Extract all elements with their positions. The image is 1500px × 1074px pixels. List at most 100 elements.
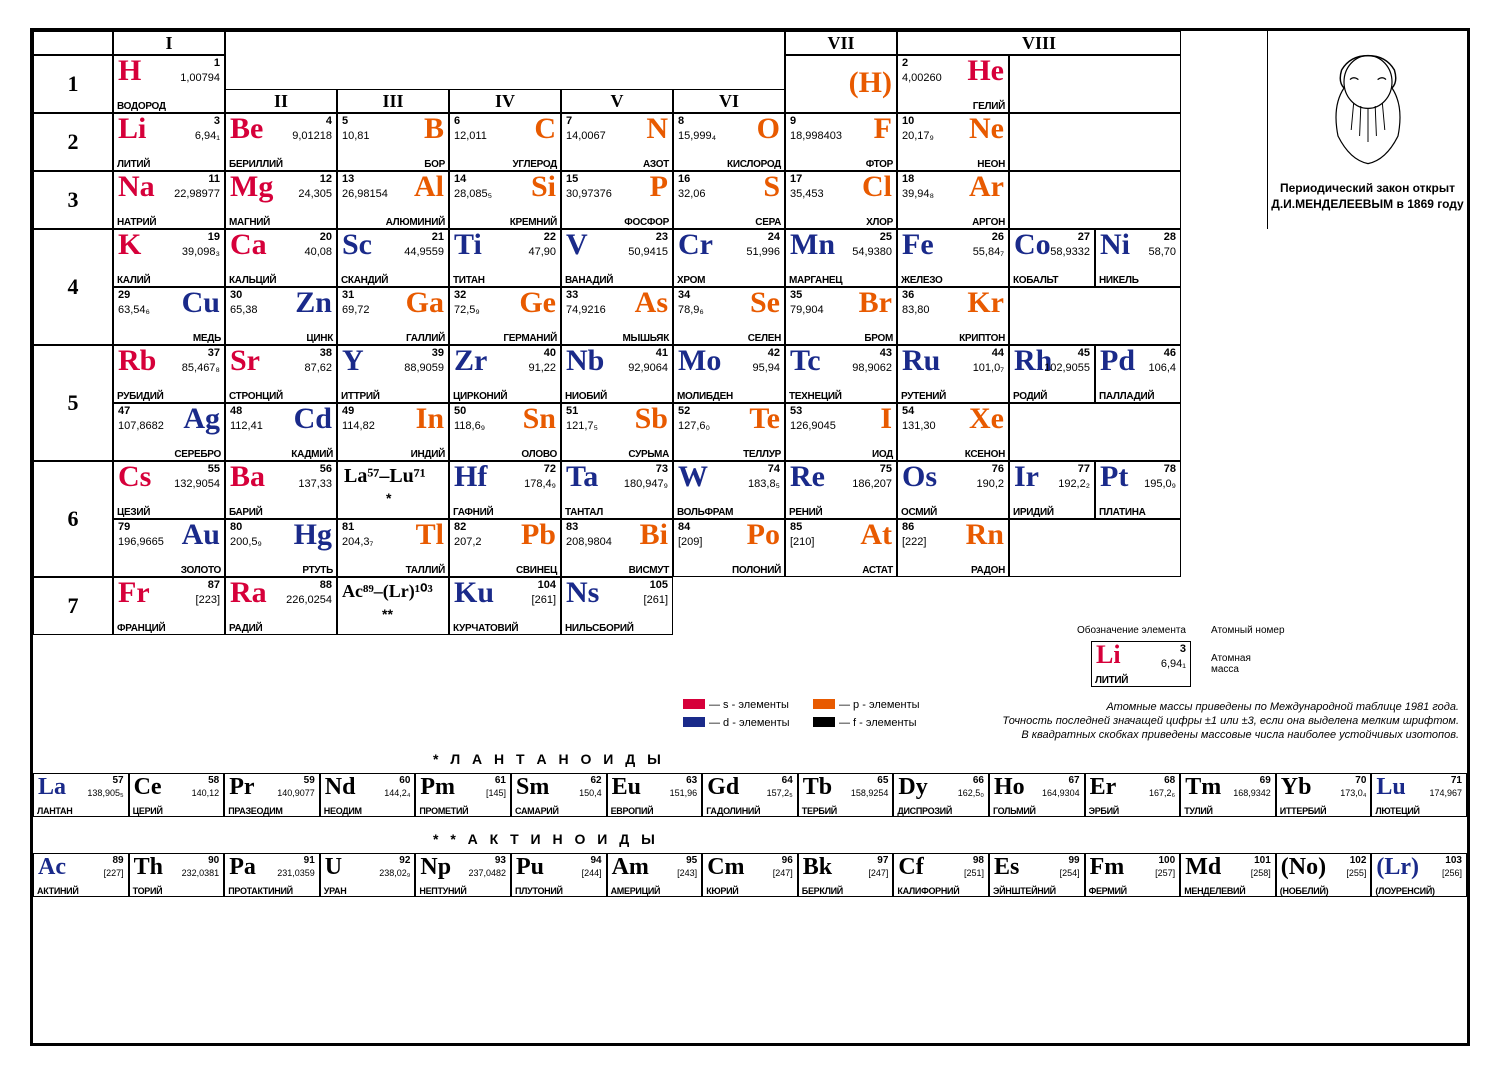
- element-name: ГЕРМАНИЙ: [450, 333, 560, 344]
- atomic-mass: 50,9415: [628, 246, 668, 258]
- element-symbol: Sc: [342, 230, 372, 260]
- legend-swatch: [683, 717, 705, 727]
- element-cell: Th 90 232,0381 ТОРИЙ: [129, 853, 225, 897]
- element-symbol: Sb: [635, 404, 668, 434]
- element-name: ТЕРБИЙ: [799, 806, 893, 816]
- atomic-mass: 207,2: [454, 536, 482, 548]
- atomic-mass: 174,967: [1429, 788, 1462, 798]
- atomic-number: 101: [1254, 855, 1271, 866]
- atomic-mass: 200,5₉: [230, 536, 262, 548]
- atomic-number: 103: [1445, 855, 1462, 866]
- atomic-mass: 32,06: [678, 188, 706, 200]
- element-cell: 39 Y 88,9059 ИТТРИЙ: [337, 345, 449, 403]
- element-cell: 40 Zr 91,22 ЦИРКОНИЙ: [449, 345, 561, 403]
- atomic-mass: 140,9077: [277, 788, 315, 798]
- element-cell: 28 Ni 58,70 НИКЕЛЬ: [1095, 229, 1181, 287]
- atomic-mass: 118,6₉: [454, 420, 485, 432]
- atomic-number: 52: [678, 405, 690, 417]
- element-name: РЕНИЙ: [786, 507, 896, 518]
- element-symbol: Be: [230, 114, 263, 144]
- atomic-mass: 51,996: [746, 246, 780, 258]
- element-cell: 85 At [210] АСТАТ: [785, 519, 897, 577]
- element-name: ФОСФОР: [562, 217, 672, 228]
- element-name: ПЛАТИНА: [1096, 507, 1180, 518]
- element-cell: Np 93 237,0482 НЕПТУНИЙ: [415, 853, 511, 897]
- atomic-number: 88: [320, 579, 332, 591]
- atomic-mass: 10,81: [342, 130, 370, 142]
- atomic-mass: 168,9342: [1233, 788, 1271, 798]
- element-symbol: H: [118, 56, 141, 86]
- element-name: ЭЙНШТЕЙНИЙ: [990, 886, 1084, 896]
- element-cell: U 92 238,02₉ УРАН: [320, 853, 416, 897]
- element-name: БРОМ: [786, 333, 896, 344]
- element-name: НЕОДИМ: [321, 806, 415, 816]
- atomic-mass: [255]: [1346, 868, 1366, 878]
- group-header: IV: [449, 89, 561, 113]
- element-symbol: Tl: [416, 520, 444, 550]
- atomic-number: 2: [902, 57, 908, 69]
- element-cell: Am 95 [243] АМЕРИЦИЙ: [607, 853, 703, 897]
- element-symbol: Ce: [134, 775, 162, 799]
- element-symbol: Po: [747, 520, 780, 550]
- atomic-mass: 208,9804: [566, 536, 612, 548]
- atomic-mass: 157,2₅: [767, 788, 793, 798]
- element-name: ГАДОЛИНИЙ: [703, 806, 797, 816]
- atomic-mass: 44,9559: [404, 246, 444, 258]
- element-symbol: Se: [750, 288, 780, 318]
- atomic-number: 34: [678, 289, 690, 301]
- element-name: СТРОНЦИЙ: [226, 391, 336, 402]
- atomic-number: 67: [1068, 775, 1079, 786]
- atomic-mass: 69,72: [342, 304, 370, 316]
- atomic-number: 54: [902, 405, 914, 417]
- atomic-mass: [251]: [964, 868, 984, 878]
- element-cell: 2 He 4,00260 ГЕЛИЙ: [897, 55, 1009, 113]
- element-cell: Ho 67 164,9304 ГОЛЬМИЙ: [989, 773, 1085, 817]
- period-number: 7: [33, 577, 113, 635]
- element-cell: 26 Fe 55,84₇ ЖЕЛЕЗО: [897, 229, 1009, 287]
- atomic-mass: 131,30: [902, 420, 936, 432]
- element-name: ГАФНИЙ: [450, 507, 560, 518]
- atomic-mass: 106,4: [1148, 362, 1176, 374]
- atomic-number: 6: [454, 115, 460, 127]
- element-name: ВИСМУТ: [562, 565, 672, 576]
- element-symbol: Cm: [707, 855, 744, 879]
- atomic-number: 63: [686, 775, 697, 786]
- group-header: III: [337, 89, 449, 113]
- legend-text: — d - элементы: [709, 717, 790, 729]
- atomic-mass: 112,41: [230, 420, 263, 432]
- element-cell: Pu 94 [244] ПЛУТОНИЙ: [511, 853, 607, 897]
- footnote-3: В квадратных скобках приведены массовые …: [899, 729, 1459, 741]
- element-symbol: Ra: [230, 578, 267, 608]
- element-name: КИСЛОРОД: [674, 159, 784, 170]
- element-symbol: Ti: [454, 230, 482, 260]
- element-symbol: Tb: [803, 775, 832, 799]
- atomic-number: 22: [544, 231, 556, 243]
- element-name: КСЕНОН: [898, 449, 1008, 460]
- element-cell: 51 Sb 121,7₅ СУРЬМА: [561, 403, 673, 461]
- atomic-mass: 12,011: [454, 130, 487, 142]
- atomic-mass: 35,453: [790, 188, 824, 200]
- element-name: БАРИЙ: [226, 507, 336, 518]
- element-cell: 79 Au 196,9665 ЗОЛОТО: [113, 519, 225, 577]
- element-name: КУРЧАТОВИЙ: [450, 623, 560, 634]
- legend-swatch: [683, 699, 705, 709]
- atomic-number: 56: [320, 463, 332, 475]
- element-name: ВОДОРОД: [114, 101, 224, 112]
- atomic-mass: [261]: [644, 594, 668, 606]
- atomic-number: 5: [342, 115, 348, 127]
- element-cell-h-paren: (H): [785, 55, 897, 113]
- atomic-number: 93: [495, 855, 506, 866]
- element-cell: 12 Mg 24,305 МАГНИЙ: [225, 171, 337, 229]
- atomic-number: 36: [902, 289, 914, 301]
- element-cell: La 57 138,905₅ ЛАНТАН: [33, 773, 129, 817]
- element-cell: 54 Xe 131,30 КСЕНОН: [897, 403, 1009, 461]
- atomic-number: 57: [112, 775, 123, 786]
- atomic-number: 14: [454, 173, 466, 185]
- element-cell: 38 Sr 87,62 СТРОНЦИЙ: [225, 345, 337, 403]
- element-symbol: Ac: [38, 855, 66, 879]
- atomic-mass: 167,2₆: [1149, 788, 1175, 798]
- element-symbol: Np: [420, 855, 451, 879]
- atomic-number: 59: [304, 775, 315, 786]
- element-name: ЛАНТАН: [34, 806, 128, 816]
- element-symbol: Bk: [803, 855, 832, 879]
